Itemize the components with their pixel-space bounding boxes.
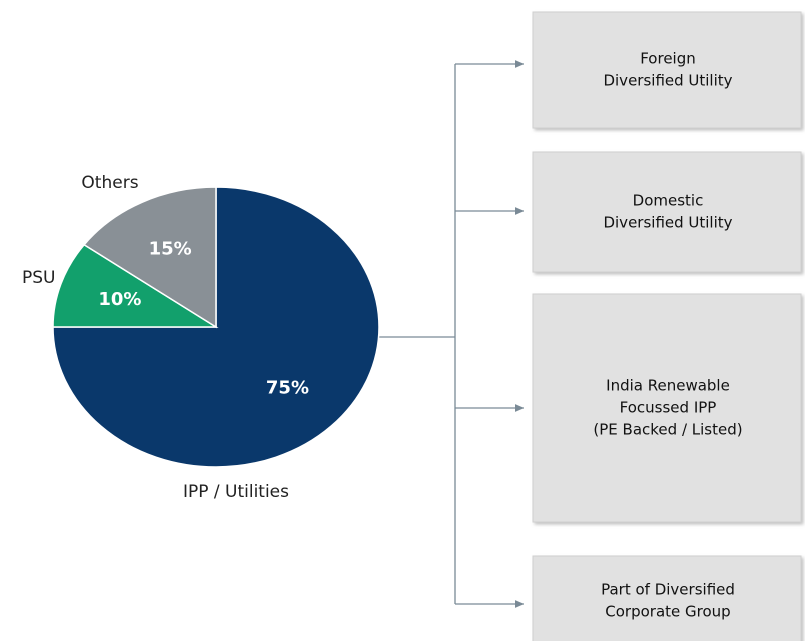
box: India Renewable Focussed IPP (PE Backed / … — [532, 293, 802, 523]
box: Domestic Diversified Utility — [532, 151, 802, 273]
value-label: 75% — [266, 377, 309, 398]
box: Foreign Diversified Utility — [532, 11, 802, 129]
box-text: Focussed IPP — [620, 399, 717, 417]
connectors — [379, 60, 524, 608]
pie-slice — [52, 186, 380, 468]
category-label: Others — [81, 173, 138, 193]
box: Part of Diversified Corporate Group — [532, 555, 802, 641]
value-label: 15% — [149, 239, 192, 260]
box-text: Part of Diversified — [601, 581, 735, 599]
box-text: Diversified Utility — [603, 72, 732, 90]
pie-slice — [52, 243, 219, 328]
category-label: PSU — [22, 268, 56, 288]
box-bg — [532, 293, 802, 523]
pie-slice — [82, 186, 217, 329]
box-text: Foreign — [640, 50, 696, 68]
value-label: 10% — [98, 289, 141, 310]
box-bg — [532, 555, 802, 641]
category-label: IPP / Utilities — [183, 482, 289, 502]
box-text: India Renewable — [606, 377, 730, 395]
box-bg — [532, 11, 802, 129]
box-bg — [532, 151, 802, 273]
box-text: Corporate Group — [605, 603, 730, 621]
box-text: (PE Backed / Listed) — [593, 421, 742, 439]
box-text: Diversified Utility — [603, 214, 732, 232]
box-text: Domestic — [633, 192, 704, 210]
